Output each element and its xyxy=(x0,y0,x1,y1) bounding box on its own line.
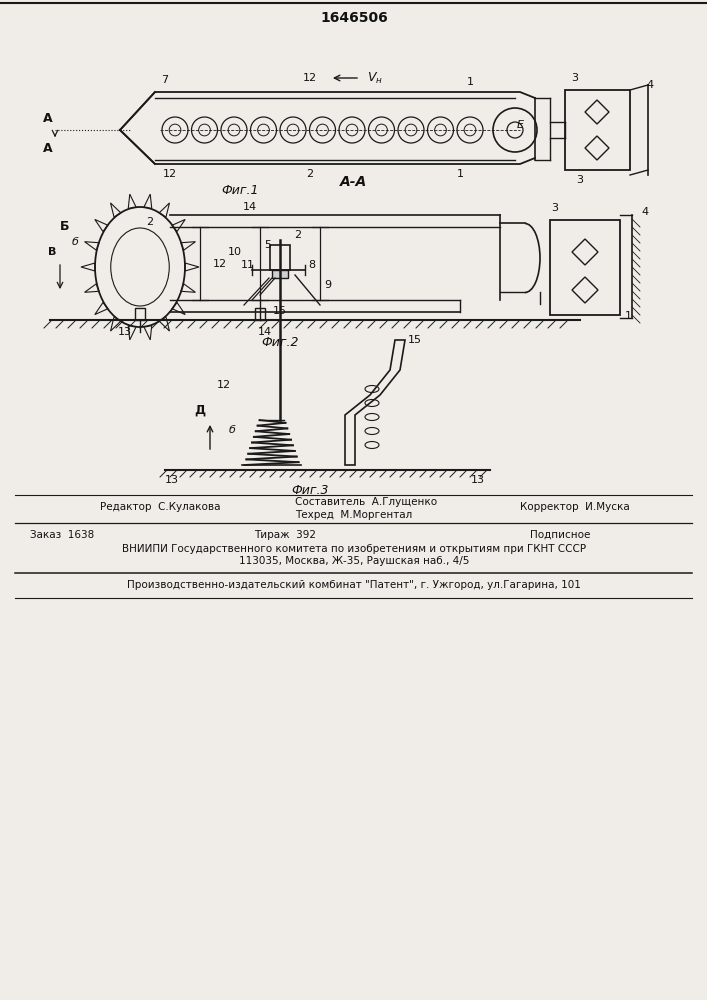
Text: 3: 3 xyxy=(551,203,559,213)
Bar xyxy=(255,308,265,320)
Text: 1: 1 xyxy=(624,311,631,321)
Text: 11: 11 xyxy=(241,260,255,270)
Text: 1: 1 xyxy=(467,77,474,87)
Text: 13: 13 xyxy=(471,475,485,485)
Text: 3: 3 xyxy=(571,73,578,83)
Text: 13: 13 xyxy=(118,327,132,337)
Text: Производственно-издательский комбинат "Патент", г. Ужгород, ул.Гагарина, 101: Производственно-издательский комбинат "П… xyxy=(127,580,581,590)
Text: 7: 7 xyxy=(161,75,168,85)
Text: А-А: А-А xyxy=(340,175,368,189)
Text: Тираж  392: Тираж 392 xyxy=(254,530,316,540)
Text: 15: 15 xyxy=(408,335,422,345)
Text: 14: 14 xyxy=(243,202,257,212)
Text: 1: 1 xyxy=(457,169,464,179)
Text: Фиг.3: Фиг.3 xyxy=(291,484,329,496)
Text: 15: 15 xyxy=(273,306,287,316)
Text: Д: Д xyxy=(194,403,206,416)
Text: В: В xyxy=(48,247,56,257)
Text: 13: 13 xyxy=(165,475,179,485)
Text: Б: Б xyxy=(60,221,70,233)
Text: 4: 4 xyxy=(646,80,653,90)
Text: б: б xyxy=(228,425,235,435)
Bar xyxy=(270,245,290,270)
Text: 5: 5 xyxy=(264,240,271,250)
Text: 9: 9 xyxy=(325,280,332,290)
Text: б: б xyxy=(71,237,78,247)
Text: А: А xyxy=(43,111,53,124)
Text: 2: 2 xyxy=(294,230,302,240)
Text: 12: 12 xyxy=(303,73,317,83)
Text: 10: 10 xyxy=(228,247,242,257)
Text: Техред  М.Моргентал: Техред М.Моргентал xyxy=(295,510,412,520)
Text: 12: 12 xyxy=(163,169,177,179)
Text: 2: 2 xyxy=(146,217,153,227)
Text: Составитель  А.Глущенко: Составитель А.Глущенко xyxy=(295,497,437,507)
Bar xyxy=(565,90,630,170)
Text: Е: Е xyxy=(517,120,523,130)
Text: 12: 12 xyxy=(217,380,231,390)
Bar xyxy=(550,220,620,315)
Text: Редактор  С.Кулакова: Редактор С.Кулакова xyxy=(100,502,221,512)
Text: 4: 4 xyxy=(641,207,648,217)
Text: Фиг.2: Фиг.2 xyxy=(262,336,299,349)
Text: ВНИИПИ Государственного комитета по изобретениям и открытиям при ГКНТ СССР: ВНИИПИ Государственного комитета по изоб… xyxy=(122,544,586,554)
Bar xyxy=(272,270,288,278)
Text: 12: 12 xyxy=(213,259,227,269)
Text: Корректор  И.Муска: Корректор И.Муска xyxy=(520,502,630,512)
Text: Подписное: Подписное xyxy=(530,530,590,540)
Text: 8: 8 xyxy=(308,260,315,270)
Text: Заказ  1638: Заказ 1638 xyxy=(30,530,94,540)
Bar xyxy=(135,308,145,320)
Text: Фиг.1: Фиг.1 xyxy=(221,184,259,196)
Text: $V_н$: $V_н$ xyxy=(367,70,383,86)
Text: 1646506: 1646506 xyxy=(320,11,388,25)
Text: 113035, Москва, Ж-35, Раушская наб., 4/5: 113035, Москва, Ж-35, Раушская наб., 4/5 xyxy=(239,556,469,566)
Text: 3: 3 xyxy=(576,175,583,185)
Text: А: А xyxy=(43,141,53,154)
Text: 2: 2 xyxy=(306,169,314,179)
Text: 14: 14 xyxy=(258,327,272,337)
